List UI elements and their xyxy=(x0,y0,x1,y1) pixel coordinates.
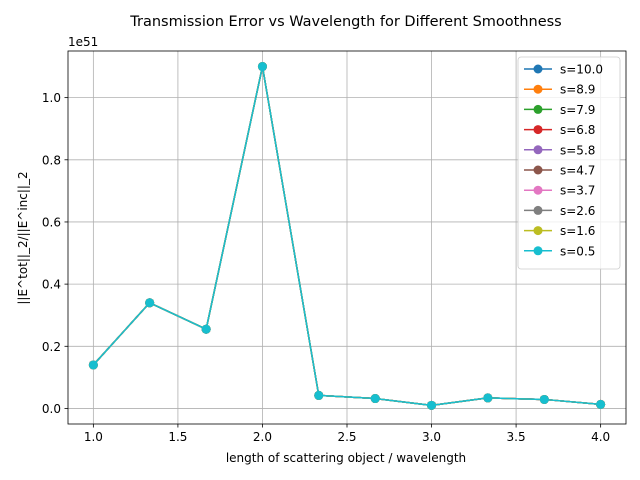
legend-entry: s=7.9 xyxy=(524,103,595,117)
x-tick-label: 3.5 xyxy=(507,430,526,444)
x-tick-label: 4.0 xyxy=(591,430,610,444)
legend-label: s=6.8 xyxy=(560,123,595,137)
y-tick-label: 0.6 xyxy=(42,215,61,229)
legend-label: s=4.7 xyxy=(560,164,595,178)
series-s=0.5 xyxy=(88,62,606,410)
data-point xyxy=(88,360,98,370)
legend-label: s=10.0 xyxy=(560,63,603,77)
x-tick-label: 2.5 xyxy=(337,430,356,444)
series-line xyxy=(92,65,601,407)
legend-label: s=7.9 xyxy=(560,103,595,117)
legend-entry: s=2.6 xyxy=(524,204,595,218)
y-axis-label: ||E^tot||_2/||E^inc||_2 xyxy=(16,171,30,304)
legend-marker xyxy=(533,84,543,94)
legend-label: s=3.7 xyxy=(560,184,595,198)
y-tick-label: 0.2 xyxy=(42,340,61,354)
legend-label: s=1.6 xyxy=(560,224,595,238)
x-tick-label: 3.0 xyxy=(422,430,441,444)
legend-marker xyxy=(533,246,543,256)
legend-marker xyxy=(533,185,543,195)
data-point xyxy=(370,394,380,404)
legend-label: s=8.9 xyxy=(560,83,595,97)
legend-entry: s=10.0 xyxy=(524,63,603,77)
data-point xyxy=(483,393,493,403)
legend-entry: s=1.6 xyxy=(524,224,595,238)
data-point xyxy=(257,62,267,72)
legend-marker xyxy=(533,165,543,175)
legend-entry: s=0.5 xyxy=(524,244,595,258)
data-point xyxy=(427,400,437,410)
legend-label: s=5.8 xyxy=(560,143,595,157)
y-offset-label: 1e51 xyxy=(68,35,98,49)
legend-entry: s=3.7 xyxy=(524,184,595,198)
legend-marker xyxy=(533,125,543,135)
x-tick-label: 1.5 xyxy=(168,430,187,444)
x-axis-label: length of scattering object / wavelength xyxy=(226,451,466,465)
data-point xyxy=(145,298,155,308)
y-tick-label: 1.0 xyxy=(42,91,61,105)
legend-marker xyxy=(533,145,543,155)
chart-title: Transmission Error vs Wavelength for Dif… xyxy=(129,14,561,30)
legend-entry: s=5.8 xyxy=(524,143,595,157)
legend: s=10.0 s=8.9 s=7.9 s=6.8 s=5.8 s=4.7 s=3.7 s=2.… xyxy=(517,56,621,270)
data-point xyxy=(596,399,606,409)
legend-entry: s=6.8 xyxy=(524,123,595,137)
ticks: 1.0 1.5 2.0 2.5 3.0 3.5 4.0 0.0 0.2 0.4 0.6 0.8 1.0 xyxy=(42,91,610,444)
y-tick-label: 0.8 xyxy=(42,153,61,167)
legend-marker xyxy=(533,205,543,215)
legend-entry: s=4.7 xyxy=(524,164,595,178)
legend-marker xyxy=(533,226,543,236)
y-tick-label: 0.0 xyxy=(42,402,61,416)
legend-label: s=0.5 xyxy=(560,244,595,258)
data-point xyxy=(314,390,324,400)
legend-marker xyxy=(533,64,543,74)
x-tick-label: 2.0 xyxy=(253,430,272,444)
legend-marker xyxy=(533,104,543,114)
series-group xyxy=(88,62,606,410)
x-tick-label: 1.0 xyxy=(84,430,103,444)
legend-label: s=2.6 xyxy=(560,204,595,218)
data-point xyxy=(201,324,211,334)
data-point xyxy=(539,394,549,404)
legend-entry: s=8.9 xyxy=(524,83,595,97)
plot-frame xyxy=(67,50,627,425)
y-tick-label: 0.4 xyxy=(42,278,61,292)
